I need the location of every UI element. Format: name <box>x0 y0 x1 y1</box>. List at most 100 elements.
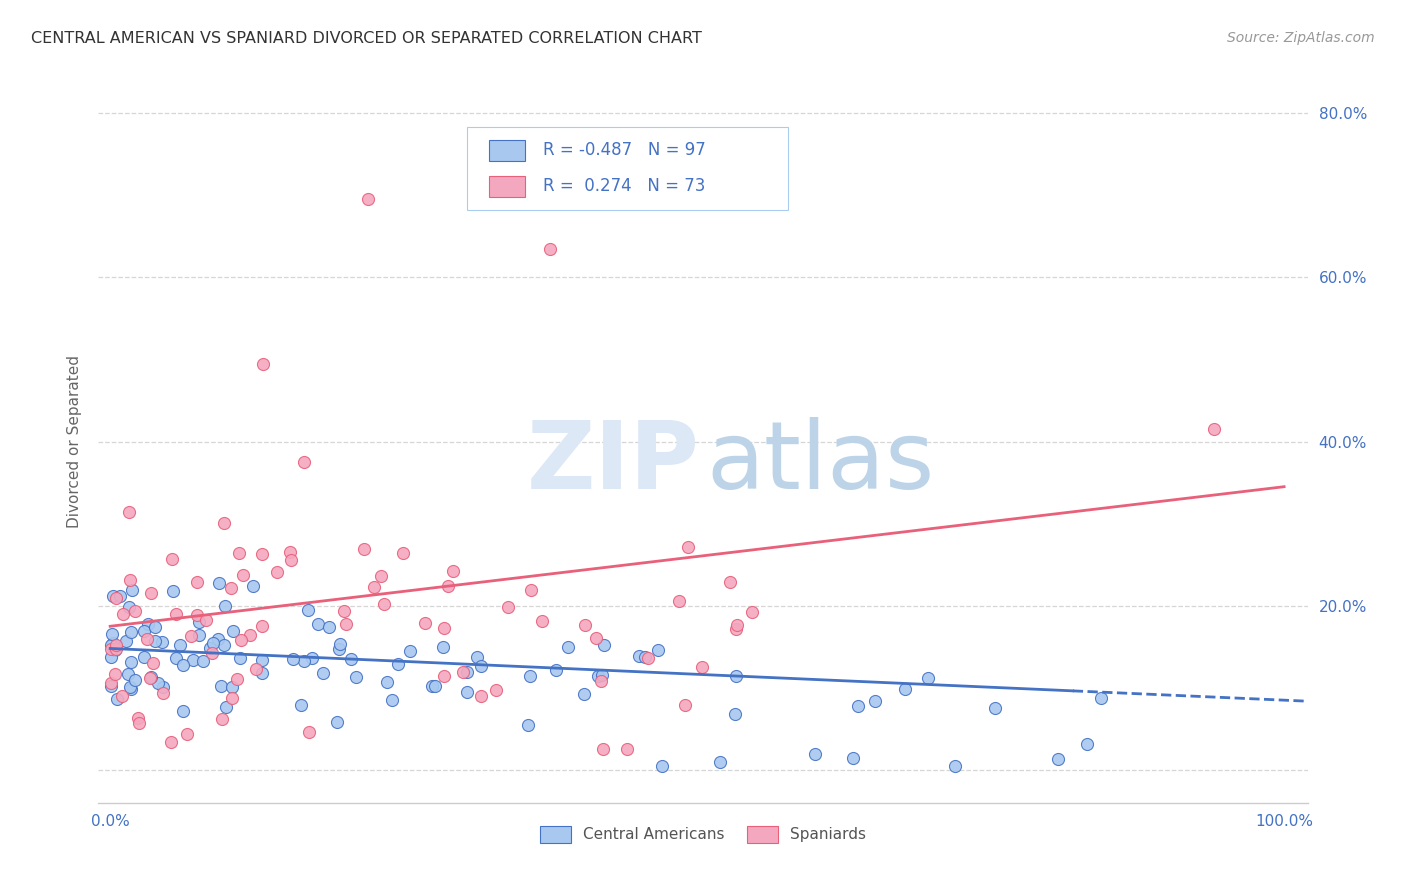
Point <box>363 580 385 594</box>
Point <box>100 675 122 690</box>
Point <box>124 604 146 618</box>
Point <box>290 698 312 713</box>
Point <box>557 640 579 654</box>
Point <box>741 606 763 620</box>
Point <box>201 646 224 660</box>
Point <box>139 671 162 685</box>
Point <box>229 632 252 647</box>
Point <box>100 638 122 652</box>
Text: R =  0.274   N = 73: R = 0.274 N = 73 <box>543 178 706 195</box>
Point <box>984 701 1007 715</box>
Point <box>673 698 696 713</box>
Point <box>194 613 217 627</box>
Point <box>111 689 134 703</box>
Text: ZIP: ZIP <box>526 417 699 509</box>
Point <box>250 548 273 562</box>
Point <box>115 634 138 648</box>
Point <box>572 687 595 701</box>
Point <box>724 669 747 683</box>
Point <box>120 625 142 640</box>
Point <box>538 242 561 256</box>
Point <box>120 655 142 669</box>
Point <box>152 680 174 694</box>
Point <box>222 624 245 638</box>
Point <box>186 574 208 589</box>
Point <box>373 597 395 611</box>
Point <box>208 576 231 591</box>
Point <box>105 642 128 657</box>
Point <box>176 727 198 741</box>
FancyBboxPatch shape <box>467 128 787 211</box>
Point <box>340 652 363 666</box>
Point <box>172 657 194 672</box>
Point <box>375 675 398 690</box>
Point <box>211 712 233 726</box>
Point <box>180 629 202 643</box>
Point <box>917 671 939 685</box>
Point <box>945 759 967 773</box>
Point <box>186 608 208 623</box>
Point <box>214 599 236 613</box>
Point <box>207 632 229 646</box>
Point <box>124 673 146 688</box>
FancyBboxPatch shape <box>489 176 526 197</box>
Point <box>118 680 141 694</box>
Point <box>718 574 741 589</box>
FancyBboxPatch shape <box>489 139 526 161</box>
Point <box>278 545 301 559</box>
Point <box>104 666 127 681</box>
Point <box>586 669 609 683</box>
Point <box>803 747 825 761</box>
Point <box>423 679 446 693</box>
Point <box>628 649 651 664</box>
Text: Source: ZipAtlas.com: Source: ZipAtlas.com <box>1227 31 1375 45</box>
Point <box>245 662 267 676</box>
Point <box>281 652 304 666</box>
Point <box>392 546 415 560</box>
Point <box>724 706 747 721</box>
Point <box>100 642 122 657</box>
Point <box>725 622 748 636</box>
Point <box>145 634 167 648</box>
Point <box>226 672 249 686</box>
Point <box>381 692 404 706</box>
Point <box>242 579 264 593</box>
Point <box>432 669 454 683</box>
Point <box>136 616 159 631</box>
Point <box>647 643 669 657</box>
Point <box>420 679 443 693</box>
Point <box>160 735 183 749</box>
Point <box>325 714 347 729</box>
Point <box>894 682 917 697</box>
Point <box>690 660 713 674</box>
Point <box>100 649 122 664</box>
Point <box>329 637 352 651</box>
Point <box>266 565 288 579</box>
Point <box>209 680 232 694</box>
Point <box>104 643 127 657</box>
Point <box>105 691 128 706</box>
Point <box>221 680 243 694</box>
Point <box>292 455 315 469</box>
Point <box>399 644 422 658</box>
Point <box>456 685 478 699</box>
Point <box>219 581 242 595</box>
Point <box>108 590 131 604</box>
Point <box>292 654 315 668</box>
Point <box>117 666 139 681</box>
Point <box>214 638 236 652</box>
Point <box>250 653 273 667</box>
Point <box>297 603 319 617</box>
Point <box>456 665 478 680</box>
Text: R = -0.487   N = 97: R = -0.487 N = 97 <box>543 141 706 160</box>
Point <box>145 619 167 633</box>
Point <box>298 725 321 739</box>
Point <box>531 614 554 628</box>
Point <box>1076 737 1098 751</box>
Point <box>228 546 250 560</box>
Point <box>441 564 464 578</box>
Point <box>634 650 657 665</box>
Point <box>252 357 274 371</box>
Point <box>519 669 541 683</box>
Point <box>105 638 128 652</box>
